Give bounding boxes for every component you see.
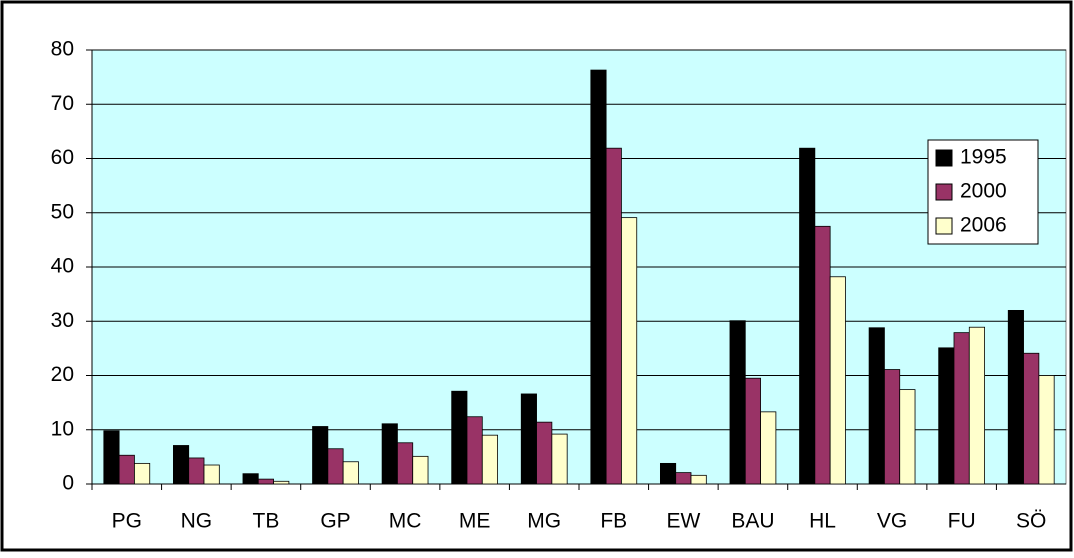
x-tick-label: MG [527, 510, 561, 533]
bar [103, 430, 120, 485]
bar [242, 473, 259, 485]
bar [938, 347, 955, 485]
y-tick-label: 30 [51, 309, 74, 332]
x-tick-label: SÖ [1016, 510, 1046, 533]
bar [760, 411, 777, 485]
bar [829, 276, 846, 485]
x-tick-label: BAU [731, 510, 774, 533]
y-tick-label: 70 [51, 92, 74, 115]
bar [884, 369, 901, 485]
x-tick-label: VG [877, 510, 907, 533]
bar [899, 389, 916, 485]
legend-swatch [935, 217, 953, 235]
bar [327, 448, 344, 485]
bar [203, 464, 220, 485]
bar [273, 480, 290, 485]
bar [1023, 352, 1040, 485]
y-tick-label: 20 [51, 363, 74, 386]
bar [257, 478, 274, 485]
x-tick-label: TB [253, 510, 280, 533]
bar [590, 69, 607, 485]
bar [466, 416, 483, 485]
bar [729, 320, 746, 485]
legend-label: 1995 [960, 146, 1007, 169]
bar [659, 462, 677, 485]
bar [1007, 309, 1024, 485]
bar [605, 147, 622, 485]
bar [312, 426, 329, 485]
y-tick-label: 60 [51, 146, 74, 169]
bar [1038, 375, 1055, 485]
bar [799, 147, 816, 485]
x-tick-label: NG [181, 510, 213, 533]
bar [520, 393, 537, 485]
bar [118, 454, 135, 485]
bar [968, 326, 986, 485]
x-tick-label: GP [320, 510, 350, 533]
bar [481, 434, 499, 485]
bar [172, 445, 190, 485]
legend-swatch [935, 149, 953, 167]
bar [621, 217, 638, 485]
y-tick-label: 80 [51, 38, 74, 61]
bar [451, 390, 468, 485]
bar [536, 421, 553, 485]
bar [551, 433, 568, 485]
legend-label: 2000 [960, 180, 1007, 203]
x-tick-label: FB [600, 510, 627, 533]
x-tick-label: PG [112, 510, 142, 533]
y-tick-label: 0 [62, 472, 74, 495]
bar [675, 472, 692, 485]
x-tick-label: EW [666, 510, 700, 533]
bar [397, 442, 414, 485]
bar [381, 423, 398, 485]
bar [412, 455, 429, 485]
y-tick-label: 10 [51, 417, 74, 440]
bar [814, 225, 831, 485]
bar [744, 377, 761, 485]
bar [134, 462, 151, 485]
bar [953, 332, 970, 485]
bar [868, 327, 885, 485]
legend-label: 2006 [960, 214, 1007, 237]
x-tick-label: ME [459, 510, 491, 533]
bar [342, 461, 359, 485]
bar [690, 474, 707, 485]
y-tick-label: 40 [51, 255, 74, 278]
bar [188, 457, 205, 485]
y-tick-label: 50 [51, 200, 74, 223]
x-tick-label: HL [809, 510, 836, 533]
legend-swatch [935, 183, 953, 201]
x-tick-label: MC [389, 510, 422, 533]
x-tick-label: FU [948, 510, 976, 533]
